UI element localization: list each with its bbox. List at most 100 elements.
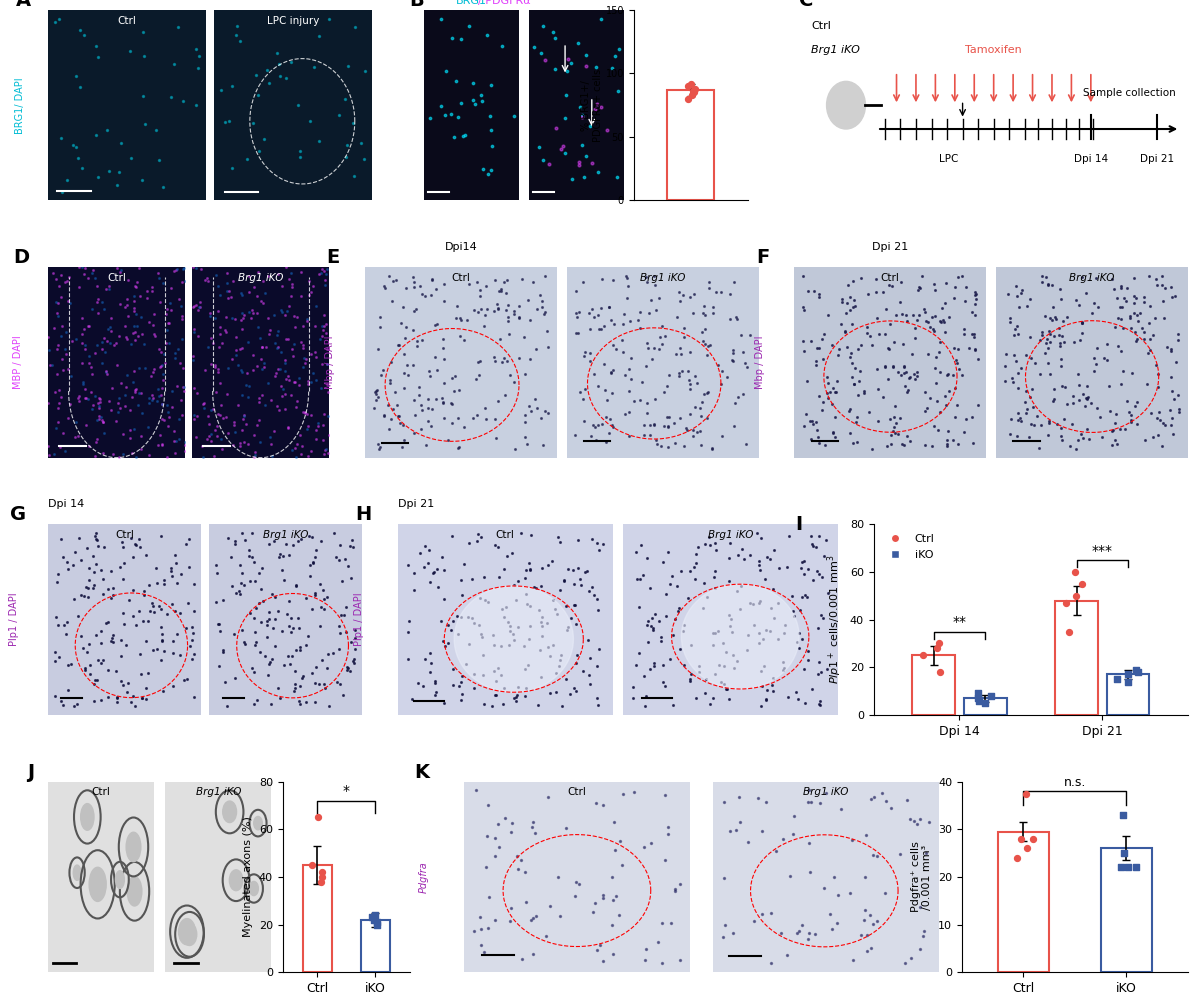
Point	[521, 403, 540, 419]
Point	[494, 609, 514, 625]
Point	[484, 349, 503, 365]
Point	[509, 350, 528, 366]
Point	[283, 348, 302, 364]
Point	[70, 530, 89, 546]
Point	[442, 528, 461, 544]
Point	[479, 797, 498, 812]
Point	[306, 659, 325, 675]
Point	[1076, 285, 1096, 301]
Point	[635, 427, 654, 442]
Point	[662, 568, 682, 584]
Point	[354, 151, 373, 167]
Point	[1147, 357, 1166, 373]
Point	[54, 362, 73, 378]
Point	[655, 678, 674, 693]
Point	[1069, 392, 1088, 408]
Point	[509, 573, 528, 589]
Point	[1091, 409, 1110, 425]
Point	[265, 611, 284, 627]
Point	[209, 616, 228, 632]
Text: Brg1 iKO: Brg1 iKO	[640, 273, 685, 283]
Point	[199, 429, 218, 444]
Point	[816, 437, 835, 453]
Point	[468, 526, 487, 542]
Point	[1140, 342, 1159, 358]
Point	[166, 350, 185, 366]
Point	[316, 442, 335, 458]
Point	[125, 384, 144, 400]
Point	[708, 623, 727, 639]
Point	[260, 654, 280, 670]
Point	[290, 150, 310, 166]
Point	[692, 394, 712, 410]
Point	[364, 401, 383, 417]
Point	[666, 881, 685, 897]
Point	[250, 390, 269, 406]
Point	[713, 428, 732, 443]
Point	[700, 274, 719, 290]
Point	[806, 423, 826, 438]
Point	[774, 831, 793, 847]
Point	[122, 693, 142, 709]
Point	[896, 364, 916, 380]
Point	[308, 809, 328, 825]
Point	[1134, 323, 1153, 339]
Point	[1030, 440, 1049, 456]
Point	[1126, 398, 1145, 414]
Point	[1086, 356, 1105, 372]
Point	[130, 603, 149, 619]
Point	[65, 545, 84, 560]
Point	[197, 432, 216, 447]
Point	[644, 656, 664, 672]
Point	[940, 310, 959, 325]
Point	[288, 97, 307, 113]
Point	[49, 382, 68, 398]
Point	[432, 390, 451, 406]
Point	[1147, 271, 1166, 287]
Point	[71, 22, 90, 38]
Point	[88, 295, 107, 310]
Point	[56, 323, 76, 339]
Point	[276, 70, 295, 86]
Point	[737, 435, 756, 451]
Point	[706, 625, 725, 641]
Point	[700, 281, 719, 297]
Point	[1006, 320, 1025, 336]
Point	[528, 696, 547, 712]
Point	[588, 164, 607, 180]
Point	[143, 595, 162, 611]
Point	[736, 355, 755, 371]
Point	[1044, 392, 1063, 408]
Point	[431, 11, 450, 27]
Point	[246, 600, 265, 616]
Point	[637, 617, 656, 633]
Point	[635, 839, 654, 855]
Point	[283, 648, 302, 664]
Point	[210, 319, 229, 335]
Point	[1139, 268, 1158, 284]
Point	[91, 635, 110, 651]
Point	[497, 353, 516, 369]
Point	[641, 662, 660, 678]
Point	[338, 558, 358, 574]
Point	[260, 430, 280, 445]
Point	[1112, 300, 1132, 315]
Point	[301, 346, 320, 362]
Point	[460, 536, 479, 552]
Point	[86, 627, 106, 643]
Point	[965, 285, 984, 301]
Point	[649, 613, 668, 629]
Point	[739, 627, 758, 643]
Point	[508, 619, 527, 635]
Point	[50, 279, 70, 295]
Point	[149, 388, 168, 404]
Point	[408, 333, 427, 349]
Point	[1105, 432, 1124, 447]
Point	[469, 367, 488, 383]
Point	[1134, 295, 1153, 310]
Point	[916, 845, 935, 861]
Point	[280, 593, 299, 609]
Point	[733, 541, 752, 557]
Point	[92, 334, 112, 350]
Point	[162, 400, 181, 416]
